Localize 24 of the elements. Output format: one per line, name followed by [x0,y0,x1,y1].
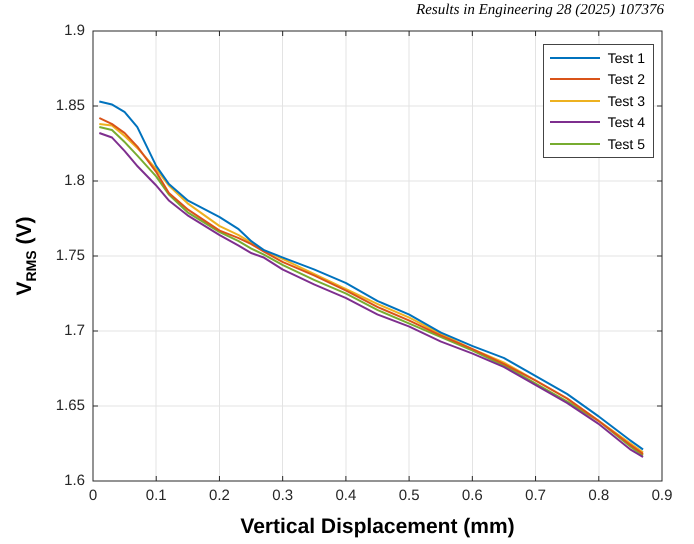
y-tick-label: 1.7 [64,322,85,340]
y-tick-label: 1.8 [64,172,85,190]
x-tick-label: 0.2 [209,487,230,504]
x-tick-label: 0.5 [398,487,420,504]
y-tick-label: 1.6 [64,472,85,490]
y-tick-label: 1.9 [64,22,85,40]
x-tick-label: 0.7 [525,487,546,504]
legend-label: Test 2 [608,71,645,88]
text: Results in Engineering 28 (2025) 107376 [416,2,664,19]
x-tick-label: 0.8 [588,487,610,504]
x-tick-label: 0.1 [146,487,167,504]
x-tick-label: 0 [88,487,98,504]
legend-label: Test 5 [608,136,645,152]
x-tick-label: 0.6 [462,487,483,504]
x-axis-title: Vertical Displacement (mm) [240,515,515,538]
y-tick-label: 1.65 [56,397,85,414]
y-tick-label: 1.75 [56,247,85,264]
x-tick-label: 0.4 [335,487,356,504]
legend-label: Test 4 [608,114,645,130]
legend-label: Test 1 [608,50,645,66]
legend-label: Test 3 [608,92,645,109]
y-tick-label: 1.85 [56,97,85,114]
x-tick-label: 0.9 [652,487,672,504]
x-tick-label: 0.3 [272,487,294,504]
